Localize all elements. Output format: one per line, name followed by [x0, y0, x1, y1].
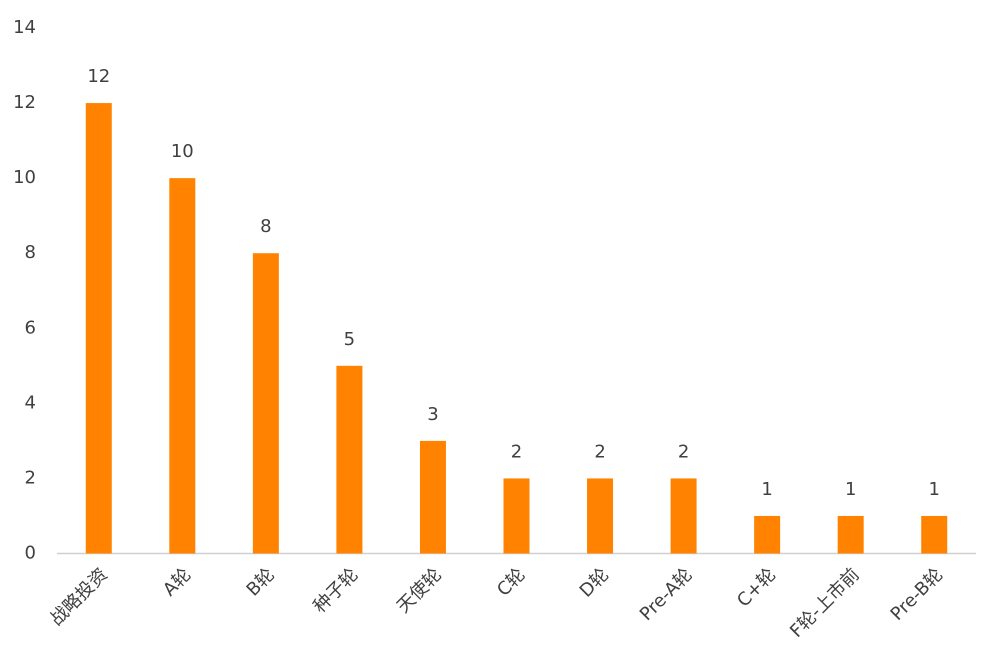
data-label: 1	[761, 479, 772, 500]
y-tick-label: 10	[13, 167, 36, 188]
bar	[503, 478, 530, 554]
x-tick-label: D轮	[576, 564, 613, 601]
bar	[85, 103, 112, 554]
x-tick-label: Pre-A轮	[636, 564, 697, 625]
y-tick-label: 6	[25, 317, 36, 338]
data-label: 2	[511, 441, 522, 462]
bar	[921, 515, 948, 554]
data-label: 10	[171, 141, 194, 162]
y-tick-label: 0	[25, 543, 36, 564]
y-tick-label: 4	[25, 392, 36, 413]
bar	[837, 515, 864, 554]
x-tick-label: A轮	[159, 564, 195, 600]
bar	[336, 365, 363, 554]
data-label: 1	[929, 479, 940, 500]
bar	[419, 440, 446, 554]
bar	[252, 253, 279, 554]
x-tick-label: Pre-B轮	[887, 564, 948, 625]
data-label: 1	[845, 479, 856, 500]
x-tick-label: C轮	[493, 564, 529, 600]
x-tick-label: 种子轮	[309, 564, 362, 617]
bar	[587, 478, 614, 554]
data-label: 8	[260, 216, 271, 237]
x-tick-label: 战略投资	[46, 564, 112, 630]
bar	[670, 478, 697, 554]
x-tick-label: 天使轮	[393, 564, 446, 617]
data-label: 12	[87, 66, 110, 87]
data-label: 2	[594, 441, 605, 462]
x-tick-label: B轮	[243, 564, 279, 600]
data-label: 3	[427, 404, 438, 425]
bar	[169, 178, 196, 554]
data-label: 5	[344, 329, 355, 350]
bar	[754, 515, 781, 554]
y-tick-label: 8	[25, 242, 36, 263]
x-tick-label: C+轮	[733, 564, 780, 611]
y-tick-label: 12	[13, 92, 36, 113]
x-tick-label: F轮-上市前	[786, 564, 864, 642]
data-label: 2	[678, 441, 689, 462]
y-tick-label: 2	[25, 467, 36, 488]
y-tick-label: 14	[13, 17, 36, 38]
